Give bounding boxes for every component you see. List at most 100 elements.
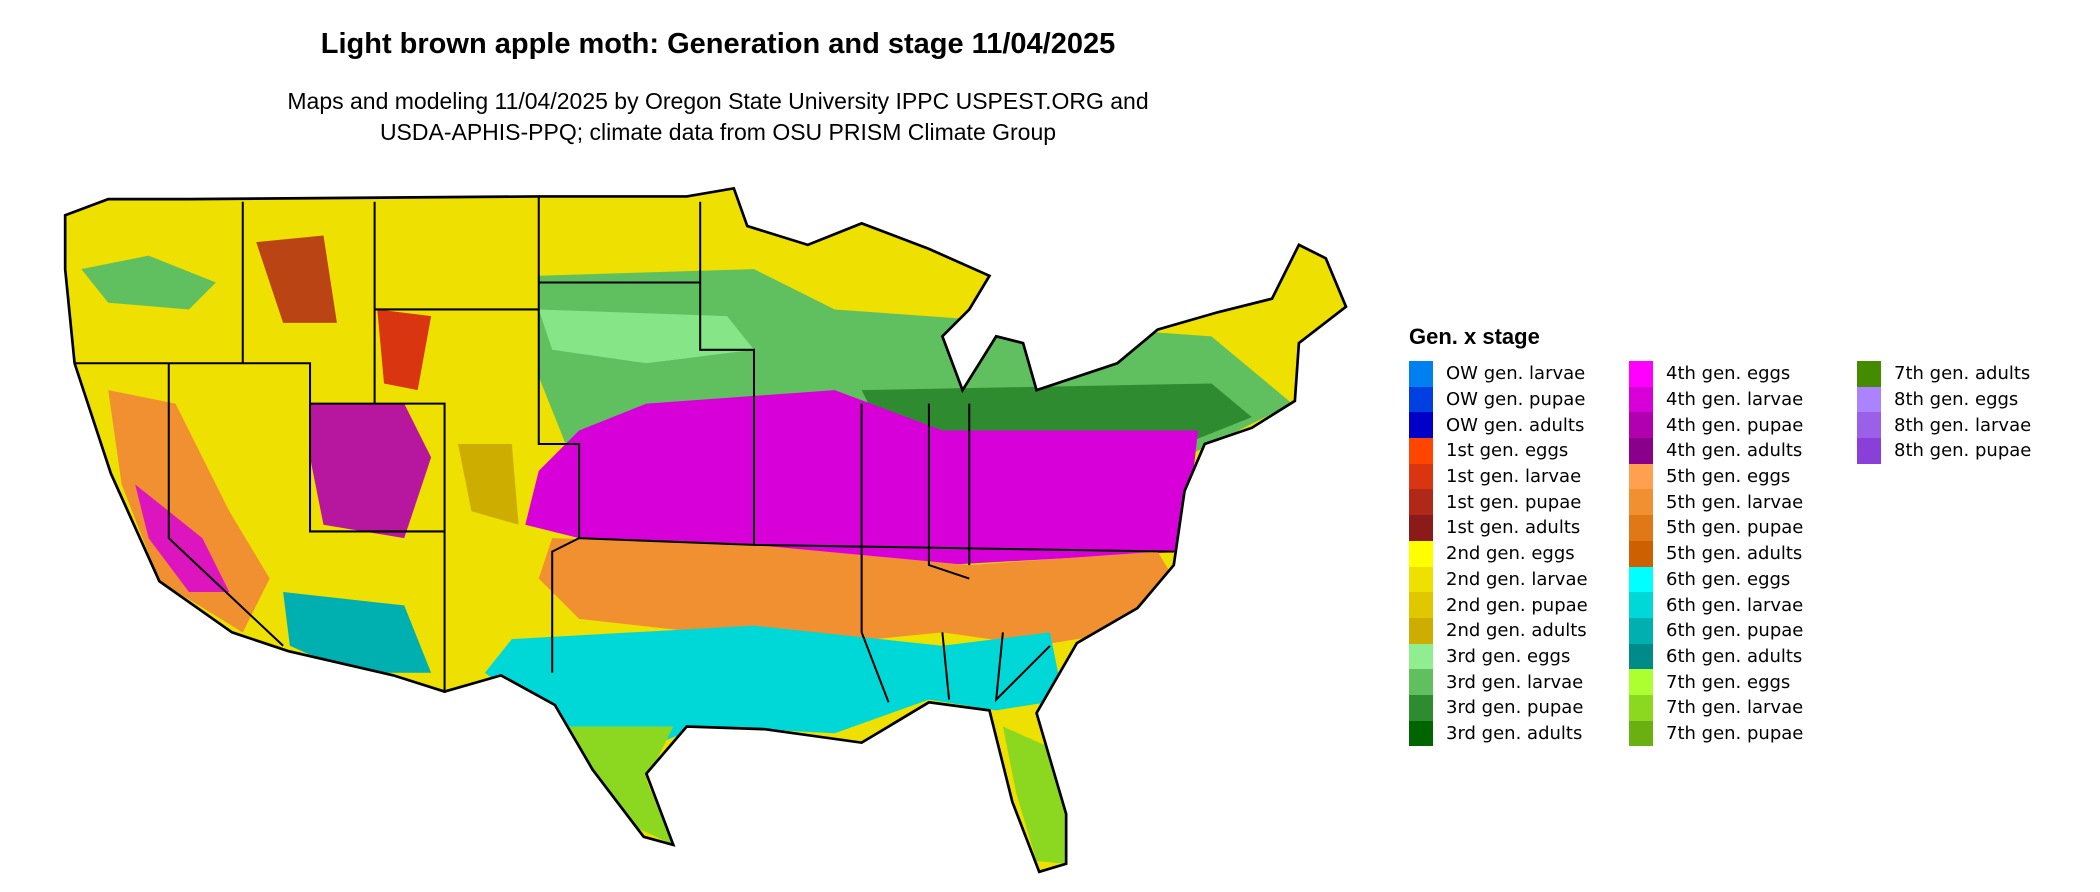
- legend-item: 1st gen. eggs: [1409, 438, 1588, 464]
- legend-item: 4th gen. larvae: [1629, 386, 1803, 413]
- legend-label: 1st gen. pupae: [1446, 491, 1582, 513]
- legend-label: 4th gen. pupae: [1666, 414, 1804, 436]
- legend-item: 2nd gen. larvae: [1409, 566, 1588, 593]
- legend-item: 2nd gen. adults: [1409, 617, 1588, 644]
- subtitle-line-2: USDA-APHIS-PPQ; climate data from OSU PR…: [379, 119, 1057, 145]
- legend-item: 3rd gen. larvae: [1409, 669, 1588, 695]
- legend-item: 5th gen. larvae: [1629, 489, 1804, 516]
- legend-label: 8th gen. larvae: [1894, 414, 2032, 436]
- legend-item: 7th gen. eggs: [1629, 669, 1803, 695]
- legend-item: 7th gen. pupae: [1629, 720, 1804, 747]
- legend-swatch: [1629, 617, 1653, 644]
- legend-item: OW gen. larvae: [1409, 361, 1588, 387]
- map-subtitle: Maps and modeling 11/04/2025 by Oregon S…: [0, 86, 1436, 148]
- legend-swatch: [1857, 412, 1881, 439]
- legend-swatch: [1629, 694, 1653, 721]
- legend-label: 8th gen. eggs: [1894, 389, 2019, 411]
- legend-item: 2nd gen. pupae: [1409, 592, 1588, 618]
- legend-swatch: [1629, 386, 1653, 413]
- legend-swatch: [1629, 412, 1653, 439]
- legend-swatch: [1629, 540, 1653, 567]
- legend-item: 8th gen. larvae: [1857, 412, 2032, 439]
- legend-swatch: [1409, 412, 1433, 439]
- legend-label: 6th gen. eggs: [1666, 568, 1791, 590]
- legend-label: 3rd gen. eggs: [1446, 645, 1571, 667]
- legend-label: OW gen. pupae: [1446, 389, 1586, 411]
- map-title: Light brown apple moth: Generation and s…: [320, 28, 1116, 60]
- legend-label: 6th gen. pupae: [1666, 620, 1804, 642]
- legend-item: 6th gen. pupae: [1629, 617, 1804, 644]
- legend-label: 2nd gen. larvae: [1446, 568, 1588, 590]
- legend-item: 1st gen. pupae: [1409, 489, 1588, 516]
- legend-label: 2nd gen. eggs: [1446, 543, 1575, 565]
- legend-swatch: [1857, 386, 1881, 413]
- legend-item: OW gen. adults: [1409, 412, 1588, 439]
- legend-swatch: [1857, 438, 1881, 464]
- legend-item: 6th gen. eggs: [1629, 566, 1803, 593]
- legend-item: 6th gen. larvae: [1629, 592, 1803, 618]
- legend-swatch: [1629, 643, 1653, 670]
- legend-label: 5th gen. pupae: [1666, 517, 1804, 539]
- legend-item: 8th gen. pupae: [1857, 438, 2031, 464]
- legend-item: 4th gen. pupae: [1629, 412, 1804, 439]
- legend-label: 3rd gen. adults: [1446, 722, 1583, 744]
- legend-swatch: [1857, 361, 1881, 387]
- legend-swatch: [1629, 463, 1653, 490]
- legend-column: OW gen. larvae OW gen. pupae OW gen. adult…: [1409, 361, 1588, 747]
- legend-label: 5th gen. eggs: [1666, 466, 1791, 488]
- legend-label: 4th gen. adults: [1666, 440, 1803, 462]
- legend-swatch: [1409, 489, 1433, 516]
- legend-label: 2nd gen. adults: [1446, 620, 1587, 642]
- legend-label: 3rd gen. pupae: [1446, 697, 1584, 719]
- legend-label: 8th gen. pupae: [1894, 440, 2032, 462]
- legend-swatch: [1629, 489, 1653, 516]
- legend-item: 1st gen. larvae: [1409, 463, 1588, 490]
- legend-label: 1st gen. eggs: [1446, 440, 1569, 462]
- legend-label: 7th gen. adults: [1894, 363, 2031, 385]
- legend-label: 1st gen. adults: [1446, 517, 1581, 539]
- legend-item: 5th gen. adults: [1629, 540, 1803, 567]
- legend-swatch: [1409, 643, 1433, 670]
- subtitle-line-1: Maps and modeling 11/04/2025 by Oregon S…: [287, 88, 1149, 114]
- legend-label: 7th gen. pupae: [1666, 722, 1804, 744]
- legend-swatch: [1409, 694, 1433, 721]
- legend-label: 2nd gen. pupae: [1446, 594, 1588, 616]
- legend-item: 3rd gen. pupae: [1409, 694, 1588, 721]
- legend-item: 3rd gen. eggs: [1409, 643, 1588, 670]
- legend-swatch: [1409, 463, 1433, 490]
- legend-swatch: [1409, 592, 1433, 618]
- legend-item: 8th gen. eggs: [1857, 386, 2031, 413]
- legend-label: 4th gen. eggs: [1666, 363, 1791, 385]
- legend-swatch: [1629, 438, 1653, 464]
- legend-swatch: [1409, 515, 1433, 541]
- legend-item: 2nd gen. eggs: [1409, 540, 1588, 567]
- legend-swatch: [1409, 438, 1433, 464]
- legend-item: 6th gen. adults: [1629, 643, 1803, 670]
- legend-swatch: [1409, 720, 1433, 747]
- legend-label: 7th gen. larvae: [1666, 697, 1804, 719]
- legend-label: 3rd gen. larvae: [1446, 671, 1584, 693]
- legend-label: 7th gen. eggs: [1666, 671, 1791, 693]
- legend-swatch: [1409, 617, 1433, 644]
- legend-item: 7th gen. adults: [1857, 361, 2031, 387]
- legend-column: 7th gen. adults 8th gen. eggs 8th gen. lar…: [1857, 361, 2031, 464]
- legend-label: 5th gen. larvae: [1666, 491, 1804, 513]
- legend-swatch: [1629, 361, 1653, 387]
- legend-swatch: [1629, 669, 1653, 695]
- legend-swatch: [1629, 515, 1653, 541]
- legend-swatch: [1409, 386, 1433, 413]
- legend-swatch: [1629, 592, 1653, 618]
- legend-item: 5th gen. eggs: [1629, 463, 1803, 490]
- legend-swatch: [1409, 669, 1433, 695]
- legend-label: 6th gen. larvae: [1666, 594, 1804, 616]
- legend-swatch: [1629, 720, 1653, 747]
- legend-swatch: [1409, 566, 1433, 593]
- legend-swatch: [1409, 540, 1433, 567]
- legend-item: 3rd gen. adults: [1409, 720, 1588, 747]
- legend-swatch: [1409, 361, 1433, 387]
- legend-item: 4th gen. eggs: [1629, 361, 1803, 387]
- legend-label: OW gen. adults: [1446, 414, 1585, 436]
- legend-label: OW gen. larvae: [1446, 363, 1586, 385]
- legend-item: 5th gen. pupae: [1629, 515, 1803, 541]
- legend-swatch: [1629, 566, 1653, 593]
